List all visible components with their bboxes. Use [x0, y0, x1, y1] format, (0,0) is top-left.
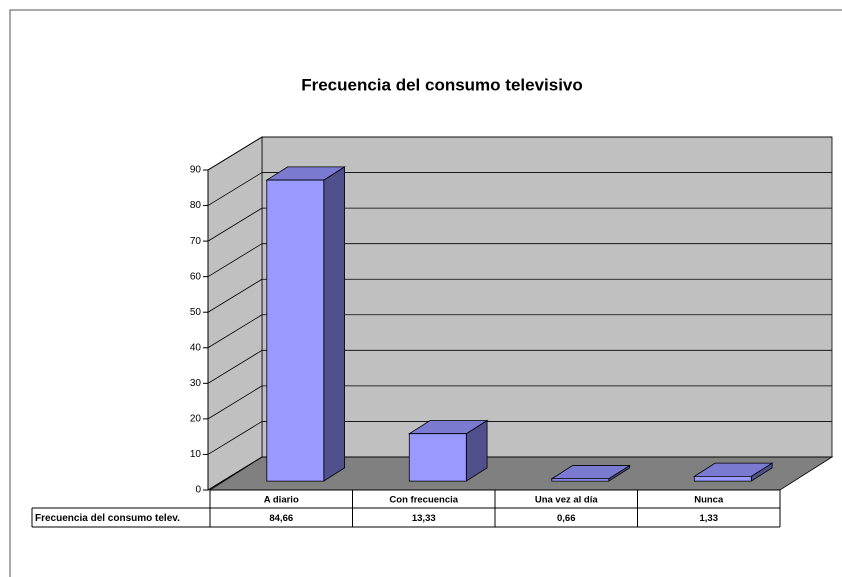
bar: [265, 166, 346, 482]
value-label: 1,33: [700, 513, 719, 524]
bar: [550, 464, 631, 482]
bar-front: [551, 478, 610, 482]
legend-label: Frecuencia del consumo telev.: [35, 513, 180, 524]
bar-side: [323, 166, 345, 482]
grid-line: [207, 385, 263, 420]
y-tick-label: 0: [195, 485, 201, 496]
grid-line: [207, 278, 263, 313]
x-tick-label: Con frecuencia: [389, 495, 458, 506]
grid-line: [207, 172, 263, 206]
grid-line: [207, 349, 263, 384]
y-tick-label: 80: [190, 200, 202, 211]
bar: [692, 462, 774, 482]
grid-line: [207, 243, 263, 278]
grid-line: [207, 421, 263, 455]
x-tick-label: A diario: [264, 495, 299, 506]
grid-line: [207, 207, 263, 242]
bar: [407, 419, 489, 482]
y-tick-label: 20: [190, 414, 202, 425]
grid-line: [207, 314, 263, 349]
value-label: 0,66: [557, 513, 576, 524]
grid-line: [207, 136, 263, 171]
y-tick-label: 60: [190, 271, 202, 282]
chart-title: Frecuencia del consumo televisivo: [301, 75, 583, 94]
grid-line: [207, 456, 263, 491]
side-wall: [207, 136, 263, 491]
x-tick-label: Nunca: [694, 495, 724, 506]
value-label: 13,33: [412, 513, 436, 524]
value-label: 84,66: [269, 513, 293, 524]
y-tick-label: 10: [190, 449, 202, 460]
bar-front: [266, 179, 325, 482]
back-wall: [261, 136, 833, 458]
y-tick-label: 70: [190, 236, 202, 247]
y-tick-label: 30: [190, 378, 202, 389]
y-tick-label: 90: [190, 165, 202, 176]
y-tick-label: 50: [190, 307, 202, 318]
bar-front: [693, 475, 752, 482]
x-tick-label: Una vez al día: [535, 495, 599, 506]
y-tick-label: 40: [190, 342, 202, 353]
bar-front: [408, 433, 467, 482]
